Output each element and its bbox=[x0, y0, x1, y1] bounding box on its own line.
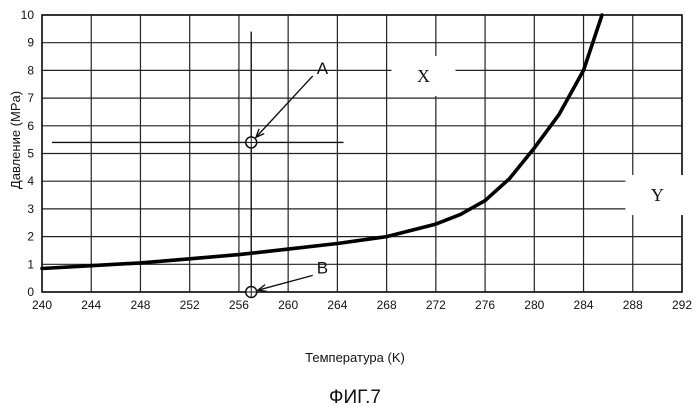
figure-caption: ФИГ.7 bbox=[329, 387, 381, 407]
x-tick-label: 248 bbox=[130, 298, 150, 312]
y-tick-label: 10 bbox=[21, 8, 35, 22]
region-label-x: X bbox=[417, 66, 430, 86]
x-tick-label: 280 bbox=[524, 298, 544, 312]
x-tick-label: 240 bbox=[32, 298, 52, 312]
x-tick-label: 288 bbox=[623, 298, 643, 312]
grid-lines bbox=[42, 15, 682, 292]
y-tick-label: 2 bbox=[27, 230, 34, 244]
y-tick-label: 6 bbox=[27, 119, 34, 133]
leader-line-a bbox=[256, 76, 313, 137]
y-tick-label: 7 bbox=[27, 91, 34, 105]
x-tick-label: 268 bbox=[377, 298, 397, 312]
y-tick-label: 1 bbox=[27, 257, 34, 271]
x-tick-label: 272 bbox=[426, 298, 446, 312]
y-tick-label: 8 bbox=[27, 63, 34, 77]
y-tick-label: 5 bbox=[27, 147, 34, 161]
y-axis-label: Давление (MPa) bbox=[8, 91, 23, 189]
region-label-y: Y bbox=[651, 185, 664, 205]
leader-line-b bbox=[258, 275, 313, 290]
x-tick-label: 292 bbox=[672, 298, 692, 312]
pressure-temperature-chart: 2402442482522562602642682722762802842882… bbox=[0, 0, 700, 407]
x-tick-label: 252 bbox=[180, 298, 200, 312]
x-tick-label: 256 bbox=[229, 298, 249, 312]
annotation-label-b: B bbox=[317, 258, 328, 277]
y-tick-label: 3 bbox=[27, 202, 34, 216]
x-tick-label: 244 bbox=[81, 298, 101, 312]
y-tick-label: 4 bbox=[27, 174, 34, 188]
x-tick-label: 260 bbox=[278, 298, 298, 312]
x-tick-label: 284 bbox=[574, 298, 594, 312]
x-axis-label: Температура (K) bbox=[305, 350, 405, 365]
tick-labels: 2402442482522562602642682722762802842882… bbox=[21, 8, 693, 312]
y-tick-label: 9 bbox=[27, 36, 34, 50]
x-tick-label: 276 bbox=[475, 298, 495, 312]
x-tick-label: 264 bbox=[327, 298, 347, 312]
annotation-label-a: A bbox=[317, 59, 329, 78]
y-tick-label: 0 bbox=[27, 285, 34, 299]
